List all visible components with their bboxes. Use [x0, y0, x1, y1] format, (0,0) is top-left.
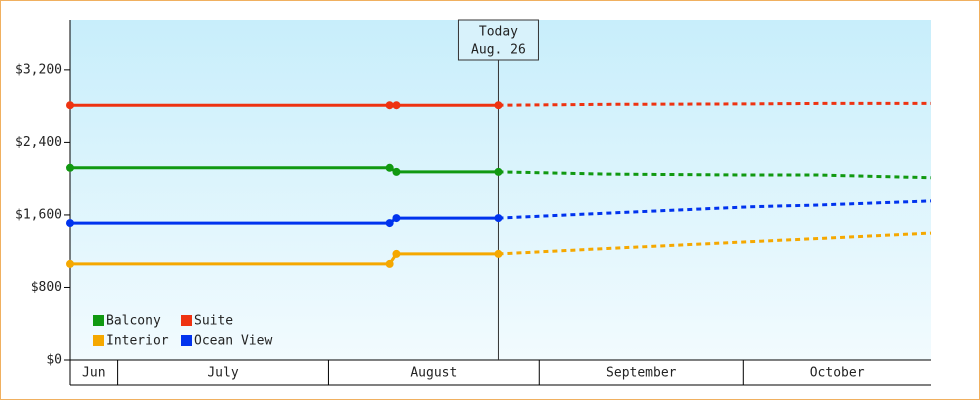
legend-label: Interior: [106, 334, 169, 349]
today-title: Today: [479, 25, 518, 40]
point: [392, 249, 401, 258]
plot-area: [70, 20, 931, 360]
today-box: [457, 19, 539, 61]
forecast-line: [498, 101, 931, 107]
point: [392, 101, 401, 110]
today-date: Aug. 26: [471, 43, 526, 58]
x-band-label: September: [606, 366, 677, 381]
y-tick-label: $1,600: [15, 207, 62, 222]
y-tick-label: $3,200: [15, 62, 62, 77]
history-line: [70, 252, 499, 266]
point: [494, 101, 503, 110]
history-line: [70, 216, 499, 225]
point: [66, 219, 74, 228]
x-band-label: Jun: [82, 366, 105, 381]
point: [392, 167, 401, 176]
point: [66, 163, 74, 172]
point: [385, 259, 394, 268]
y-tick-label: $2,400: [15, 135, 62, 150]
x-band-label: October: [810, 366, 865, 381]
x-band-label: July: [207, 366, 238, 381]
x-band-label: August: [410, 366, 457, 381]
point: [385, 219, 394, 228]
forecast-line: [498, 231, 932, 256]
legend-swatch: [93, 335, 104, 346]
point: [385, 101, 394, 110]
point: [392, 214, 401, 223]
legend-label: Ocean View: [194, 334, 272, 349]
point: [66, 259, 74, 268]
legend-swatch: [181, 315, 192, 326]
legend-label: Suite: [194, 314, 233, 329]
legend-swatch: [93, 315, 104, 326]
point: [494, 167, 503, 176]
point: [494, 214, 503, 223]
point: [494, 249, 503, 258]
point: [66, 101, 74, 110]
y-tick-label: $0: [46, 353, 62, 368]
forecast-line: [498, 199, 932, 220]
y-tick-label: $800: [31, 280, 62, 295]
forecast-line: [498, 170, 932, 180]
point: [385, 163, 394, 172]
legend-label: Balcony: [106, 314, 161, 329]
legend-swatch: [181, 335, 192, 346]
